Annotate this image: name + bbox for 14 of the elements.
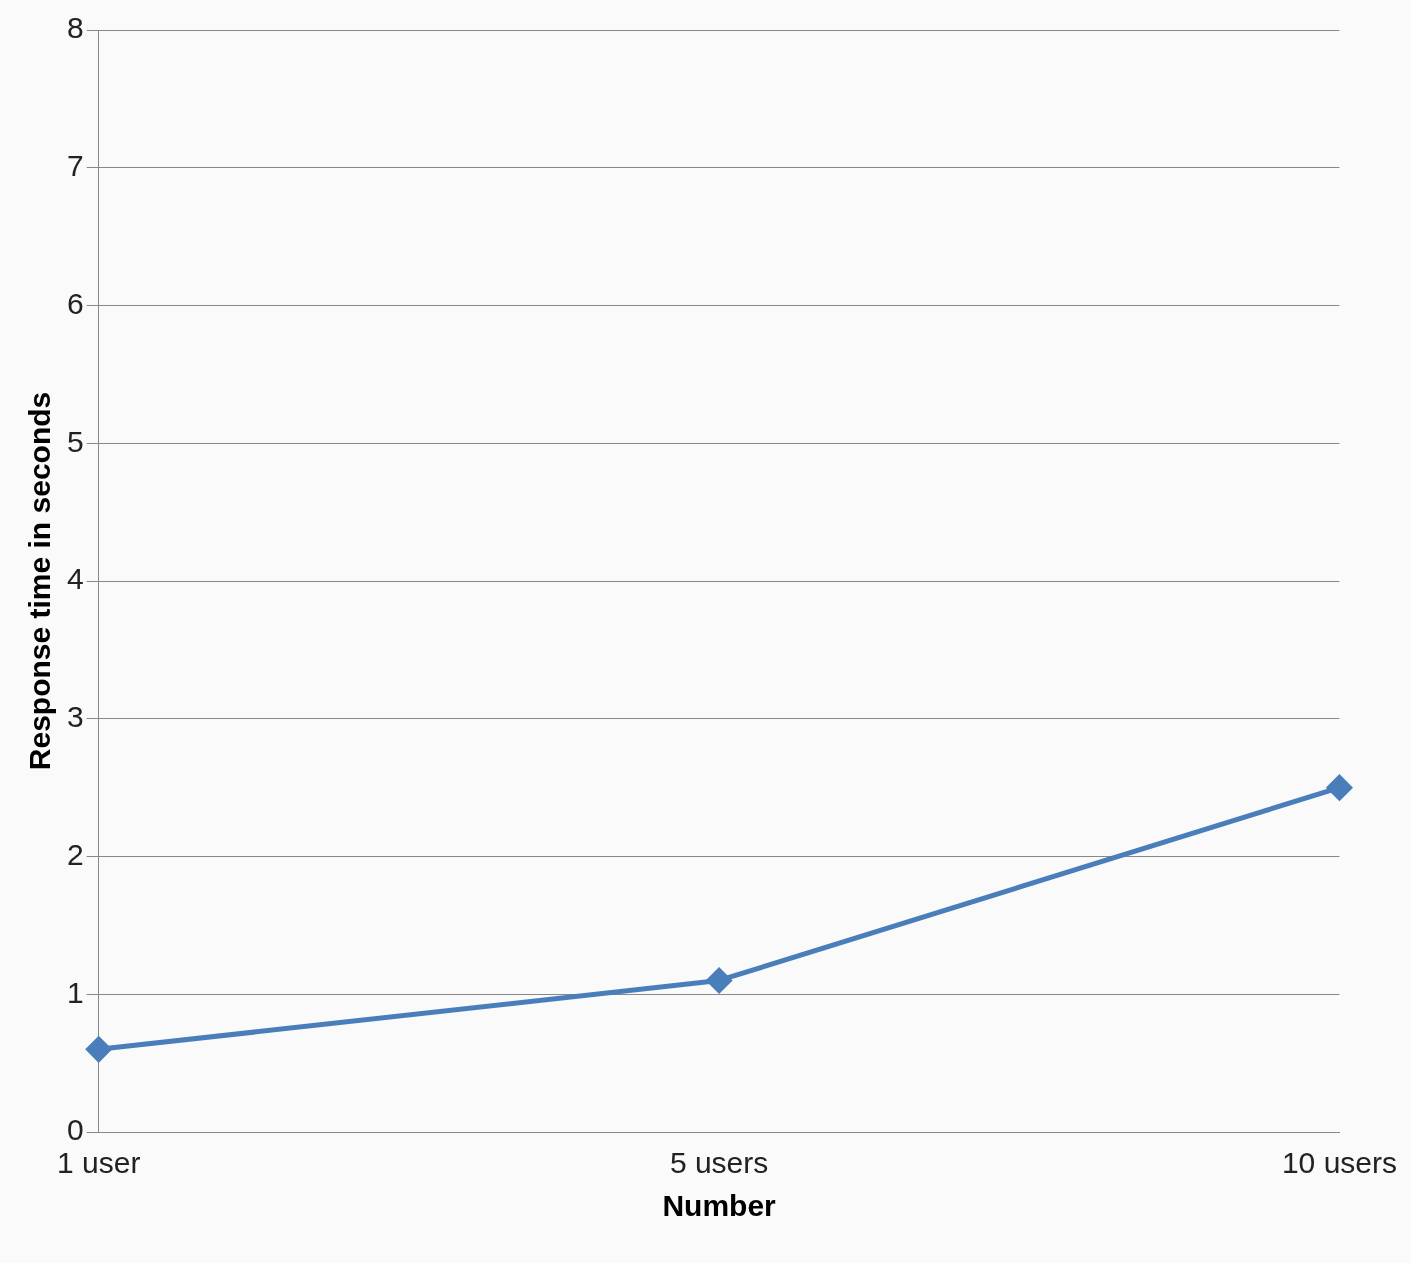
y-tick-label: 0	[67, 1113, 84, 1147]
x-tick-label: 10 users	[1281, 1146, 1398, 1180]
y-tick-label: 8	[67, 11, 84, 45]
y-tick-label: 3	[67, 700, 84, 734]
y-tick-label: 7	[67, 149, 84, 183]
y-tick-label: 2	[67, 837, 84, 871]
x-tick-label: 5 users	[669, 1146, 769, 1180]
x-tick-label: 1 user	[56, 1146, 141, 1180]
y-tick-label: 5	[67, 424, 84, 458]
y-tick-label: 1	[67, 975, 84, 1009]
x-axis-title: Number	[662, 1189, 777, 1223]
y-tick-label: 4	[67, 562, 84, 596]
y-tick-label: 6	[67, 286, 84, 320]
y-axis-title: Response time in seconds	[23, 391, 57, 771]
